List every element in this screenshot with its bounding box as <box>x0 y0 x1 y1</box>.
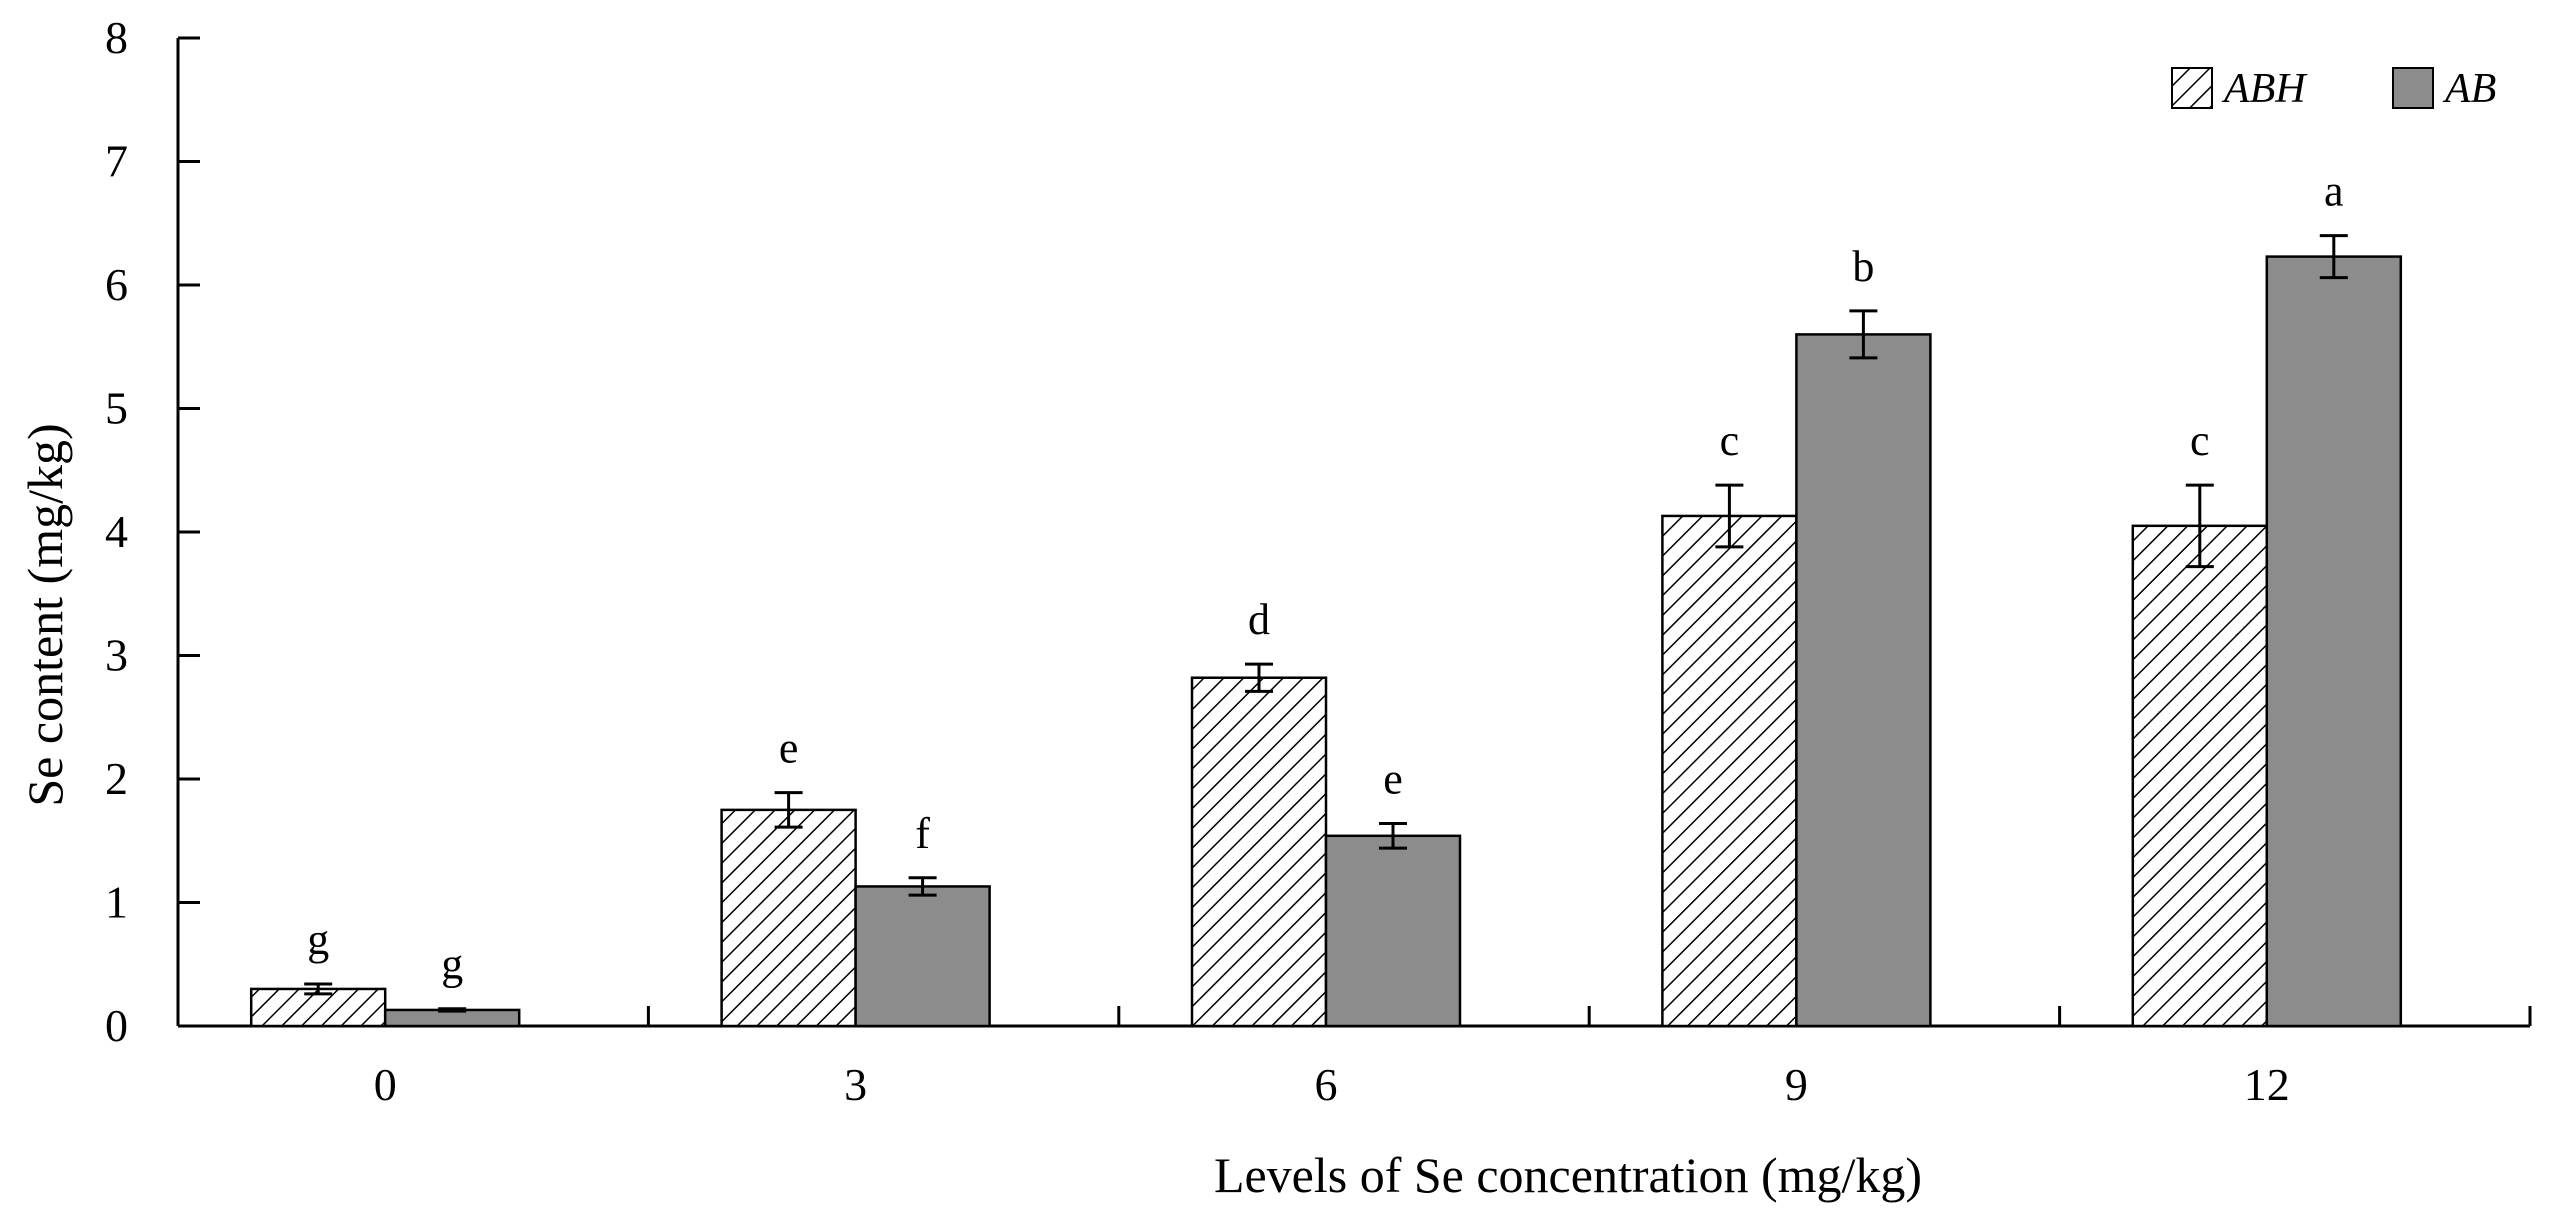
bar-ab-6 <box>1324 834 1462 1028</box>
x-axis-title: Levels of Se concentration (mg/kg) <box>1214 1147 1922 1203</box>
significance-label: g <box>441 940 463 989</box>
y-axis-title: Se content (mg/kg) <box>17 423 73 806</box>
legend-swatch-abh <box>2171 67 2213 109</box>
y-tick-label: 1 <box>105 877 128 928</box>
legend-label-ab: AB <box>2442 66 2496 112</box>
significance-label: c <box>1720 416 1740 465</box>
x-tick-label: 6 <box>1315 1059 1338 1110</box>
significance-label: c <box>2190 416 2210 465</box>
significance-label: b <box>1852 242 1874 291</box>
significance-labels: g e d c c g f e b a <box>307 167 2343 989</box>
y-tick-label: 0 <box>105 1000 128 1051</box>
significance-label: a <box>2324 167 2344 216</box>
legend-swatch-ab <box>2392 67 2434 109</box>
x-tick-label: 12 <box>2244 1059 2290 1110</box>
bar-abh-9 <box>1661 514 1798 1028</box>
legend-label-abh: ABH <box>2221 66 2308 112</box>
y-tick-label: 5 <box>105 383 128 434</box>
y-tick-label: 2 <box>105 753 128 804</box>
y-tick-label: 6 <box>105 259 128 310</box>
bar-abh-12 <box>2131 524 2269 1028</box>
y-tick-label: 7 <box>105 136 128 187</box>
x-tick-label: 3 <box>844 1059 867 1110</box>
significance-label: f <box>915 809 930 858</box>
bar-ab-9 <box>1795 333 1932 1028</box>
significance-label: e <box>1383 754 1403 803</box>
significance-label: g <box>307 915 329 964</box>
legend: ABH AB <box>2171 66 2496 112</box>
bar-ab-3 <box>854 885 991 1028</box>
significance-label: e <box>779 724 799 773</box>
error-bars <box>304 234 2348 1013</box>
bar-ab-12 <box>2265 255 2403 1028</box>
x-tick-label: 0 <box>374 1059 397 1110</box>
bars <box>249 255 2403 1028</box>
bar-abh-0 <box>249 987 387 1028</box>
y-tick-label: 8 <box>105 12 128 63</box>
y-tick-label: 4 <box>105 506 128 557</box>
x-tick-label: 9 <box>1785 1059 1808 1110</box>
significance-label: d <box>1248 595 1270 644</box>
bar-abh-6 <box>1190 676 1328 1028</box>
bar-abh-3 <box>720 808 857 1028</box>
y-tick-label: 3 <box>105 630 128 681</box>
